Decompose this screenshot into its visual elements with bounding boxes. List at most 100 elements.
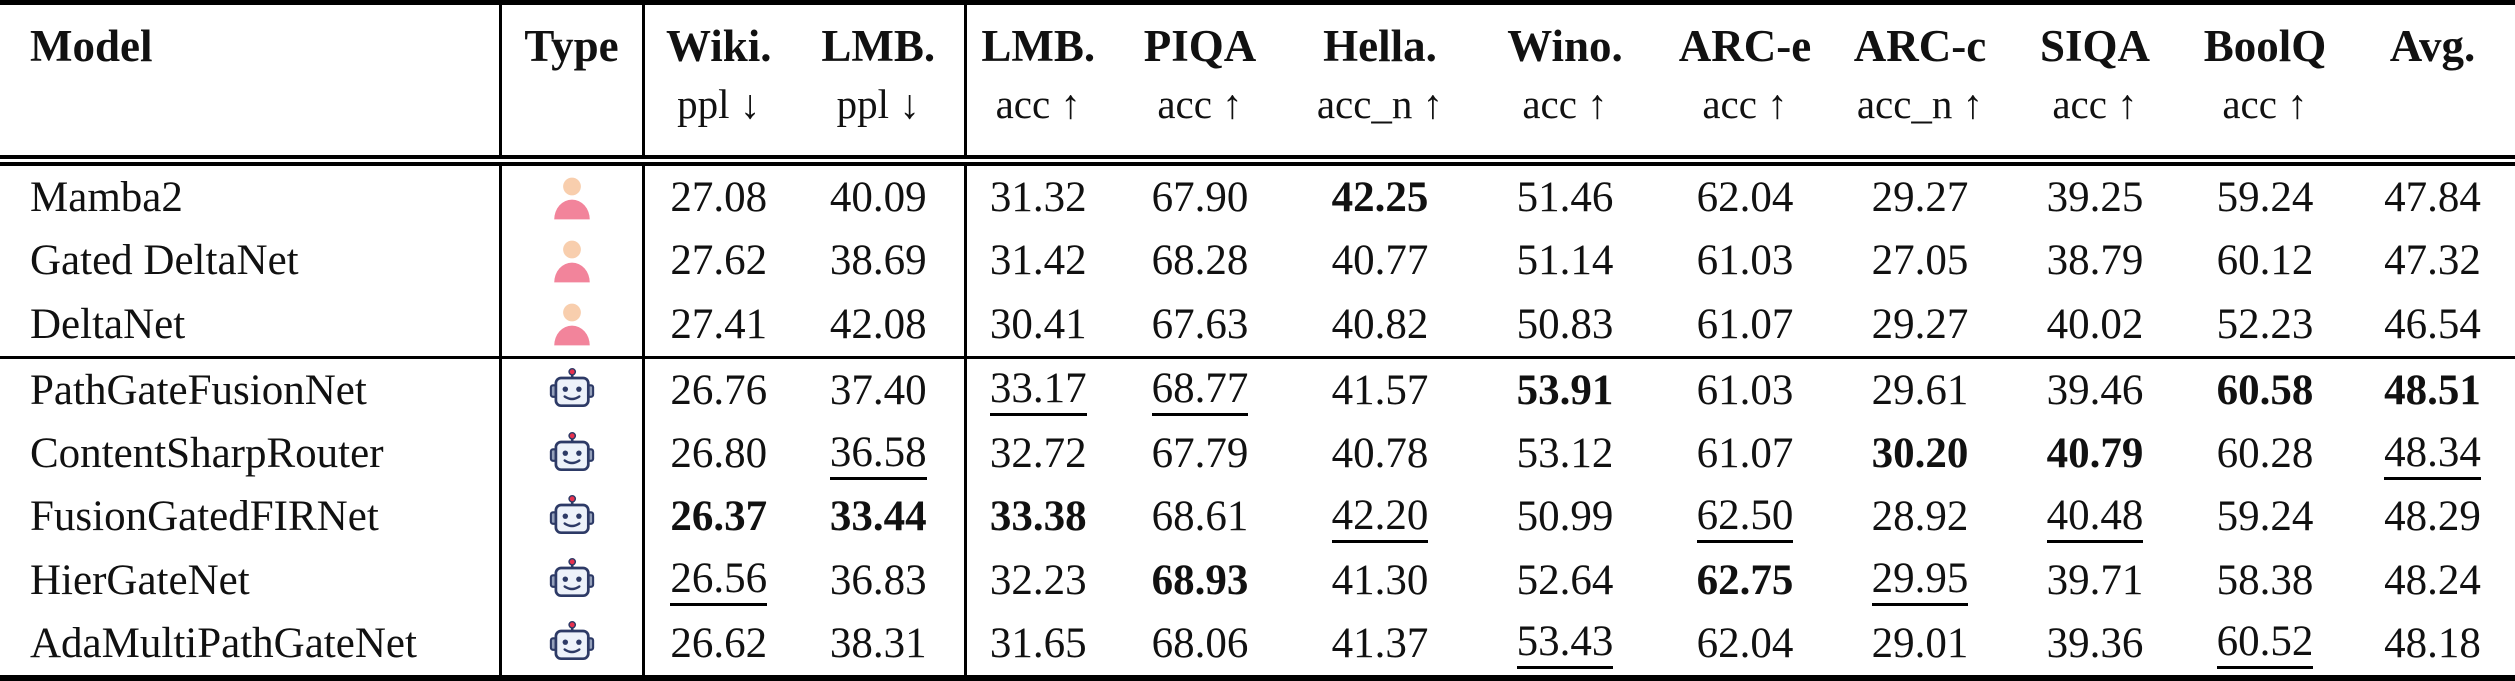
metric-value: 31.65 [989,619,1087,667]
metric-cell-hella: 42.20 [1290,485,1470,548]
col-label-hella: Hella. [1323,21,1437,71]
col-sub-hella: acc_n ↑ [1316,81,1444,127]
col-header-hella: Hella. acc_n ↑ [1290,2,1470,166]
metric-cell-wiki-ppl: 26.76 [641,355,793,422]
metric-cell-siqa: 39.25 [2010,161,2180,230]
metric-cell-arc-e: 62.75 [1660,548,1830,611]
metric-cell-piqa: 67.79 [1110,422,1290,485]
table-row: FusionGatedFIRNet 26.37 33.44 33.38 68.61 42… [0,485,2515,549]
metric-value: 58.38 [2216,556,2314,604]
metric-cell-siqa: 38.79 [2010,229,2180,292]
col-header-arc-c: ARC-c acc_n ↑ [1830,2,2010,166]
metric-cell-wino: 53.12 [1470,422,1660,485]
metric-value: 38.79 [2046,237,2144,285]
metric-value: 62.04 [1696,174,1794,222]
type-cell [498,485,643,549]
metric-value: 40.48 [2046,494,2144,543]
col-sub-boolq: acc ↑ [2222,81,2308,127]
metric-cell-wiki-ppl: 26.62 [641,611,793,678]
metric-cell-wiki-ppl: 26.80 [641,422,793,486]
metric-cell-hella: 42.25 [1290,161,1470,230]
metric-value: 33.44 [829,493,927,541]
metric-value: 42.08 [829,300,927,348]
metric-cell-boolq: 58.38 [2180,548,2350,611]
model-name-cell: PathGateFusionNet [0,355,500,422]
table-row: Gated DeltaNet 27.62 38.69 31.42 68.28 40.77… [0,229,2515,293]
col-sub-arc-e: acc ↑ [1702,81,1788,127]
robot-icon [549,368,594,408]
metric-cell-lmb-acc: 31.65 [963,611,1110,678]
type-cell [498,611,643,678]
metric-cell-lmb-ppl: 37.40 [793,355,965,422]
metric-cell-wiki-ppl: 27.41 [641,292,793,358]
table-row: ContentSharpRouter 26.80 36.58 32.72 67.79 4… [0,422,2515,486]
metric-value: 48.24 [2384,556,2481,604]
metric-value: 48.18 [2384,619,2481,667]
metric-value: 40.78 [1331,430,1429,478]
metric-cell-arc-c: 29.27 [1830,161,2010,230]
metric-cell-wino: 51.46 [1470,161,1660,230]
metric-value: 68.77 [1151,367,1249,417]
metric-cell-boolq: 60.12 [2180,229,2350,292]
metric-cell-arc-c: 29.61 [1830,355,2010,422]
metric-cell-avg: 47.32 [2350,229,2515,292]
metric-value: 26.76 [670,366,768,414]
metric-cell-lmb-ppl: 42.08 [793,292,965,357]
metric-cell-avg: 48.24 [2350,548,2515,611]
metric-value: 26.80 [670,430,768,478]
metric-value: 62.75 [1696,556,1794,604]
type-cell [498,229,643,293]
metric-value: 26.56 [670,557,768,607]
metric-value: 39.36 [2046,619,2144,667]
metric-cell-hella: 41.57 [1290,355,1470,422]
metric-value: 42.25 [1331,174,1429,222]
metric-cell-wiki-ppl: 27.08 [641,160,793,230]
metric-value: 61.07 [1696,430,1794,478]
metric-cell-arc-c: 29.27 [1830,292,2010,357]
metric-cell-piqa: 68.06 [1110,612,1290,678]
metric-cell-siqa: 40.02 [2010,292,2180,357]
metric-value: 68.61 [1151,493,1249,541]
metric-value: 40.09 [829,174,927,222]
metric-value: 59.24 [2216,174,2314,222]
metric-cell-wiki-ppl: 26.37 [641,485,793,549]
metric-cell-arc-e: 62.04 [1660,612,1830,678]
metric-value: 27.41 [670,300,768,348]
metric-value: 39.46 [2046,366,2144,414]
metric-cell-lmb-ppl: 38.31 [793,612,965,678]
col-sub-lmb-ppl: ppl ↓ [836,81,920,127]
metric-cell-piqa: 68.77 [1110,355,1290,422]
metric-value: 60.28 [2216,430,2314,478]
metric-value: 47.32 [2384,237,2481,285]
metric-value: 41.57 [1331,366,1429,414]
metric-cell-piqa: 67.90 [1110,161,1290,230]
col-sub-wino: acc ↑ [1522,81,1608,127]
metric-value: 26.62 [670,619,768,667]
person-icon [553,303,590,346]
metric-value: 68.93 [1151,556,1249,604]
table-header: Model Type Wiki. ppl ↓ LMB. ppl ↓ LMB. acc ↑ P… [0,2,2515,166]
col-header-boolq: BoolQ acc ↑ [2180,2,2350,166]
metric-value: 62.50 [1696,494,1794,543]
robot-icon [549,621,594,661]
metric-cell-lmb-acc: 32.72 [963,422,1110,486]
metric-cell-hella: 41.37 [1290,612,1470,678]
metric-value: 48.29 [2384,493,2481,541]
col-label-type: Type [524,21,619,71]
metric-cell-lmb-ppl: 33.44 [793,485,965,548]
metric-value: 67.79 [1151,430,1249,478]
col-label-piqa: PIQA [1143,21,1257,71]
metric-cell-piqa: 67.63 [1110,292,1290,357]
robot-icon [549,431,594,471]
metric-cell-hella: 40.82 [1290,292,1470,357]
metric-cell-siqa: 39.71 [2010,548,2180,611]
metric-cell-lmb-acc: 33.38 [963,485,1110,549]
col-header-model: Model [0,2,500,166]
metric-value: 38.31 [829,619,927,667]
metric-cell-arc-e: 62.04 [1660,161,1830,230]
metric-value: 67.63 [1151,300,1249,348]
metric-value: 52.64 [1516,556,1614,604]
metric-cell-lmb-ppl: 38.69 [793,229,965,292]
metric-cell-arc-c: 27.05 [1830,229,2010,292]
